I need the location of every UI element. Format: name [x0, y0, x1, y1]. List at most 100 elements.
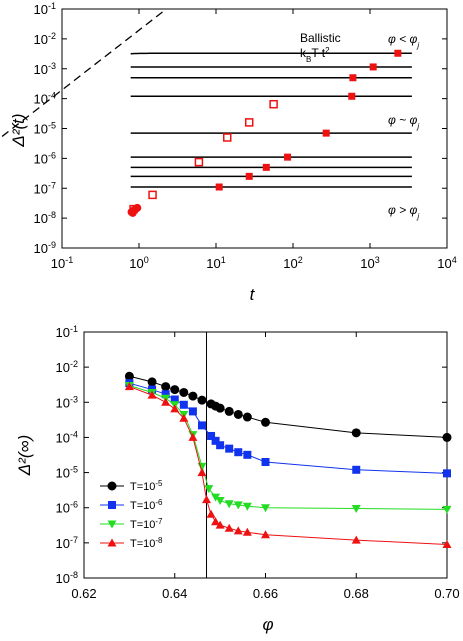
- series-point: [215, 497, 225, 506]
- series-point: [170, 404, 180, 413]
- series-point: [215, 520, 225, 529]
- bottom-x-axis-title: φ: [262, 615, 273, 634]
- msd-curve: [130, 129, 412, 137]
- annotation-phi-similar: φ ~ φj: [388, 113, 419, 131]
- series-point: [242, 412, 252, 422]
- legend-entry: T=10-6: [100, 498, 163, 513]
- bottom-y-tick-label: 10-7: [56, 535, 78, 551]
- open-marker: [244, 118, 254, 127]
- series-triangle-down: [124, 382, 452, 514]
- annotation-ballistic: Ballistic: [300, 31, 341, 45]
- bottom-x-tick-label: 0.68: [344, 586, 369, 601]
- top-x-tick-label: 104: [437, 255, 456, 271]
- series-point: [443, 469, 451, 478]
- top-x-tick-label: 103: [360, 255, 379, 271]
- series-point: [242, 502, 252, 511]
- series-point: [234, 448, 243, 457]
- msd-curve-marker: [369, 63, 377, 71]
- series-point: [206, 509, 216, 518]
- msd-curve: [130, 183, 412, 191]
- msd-curve-marker: [245, 172, 253, 180]
- legend-entry: T=10-5: [100, 479, 163, 493]
- series-triangle-up: [124, 382, 452, 548]
- series-point: [124, 382, 134, 391]
- open-marker: [269, 99, 278, 109]
- top-x-tick-label: 10-1: [51, 255, 73, 271]
- legend-marker: [107, 481, 117, 491]
- top-y-tick-label: 10-4: [34, 91, 56, 107]
- series-point: [224, 406, 234, 416]
- bottom-y-tick-label: 10-3: [56, 394, 78, 410]
- msd-curve: [130, 74, 412, 82]
- msd-curve: [130, 163, 412, 171]
- bottom-x-tick-label: 0.62: [71, 586, 96, 601]
- msd-curve: [130, 63, 412, 71]
- legend-marker: [107, 538, 117, 547]
- series-point: [243, 450, 252, 459]
- series-point: [197, 421, 206, 430]
- annotation-phi-less: φ < φj: [388, 32, 419, 50]
- series-point: [188, 432, 198, 441]
- series-point: [225, 444, 234, 453]
- legend-entry: T=10-7: [100, 517, 163, 532]
- series-point: [211, 493, 221, 502]
- series-point: [351, 504, 361, 513]
- series-point: [204, 485, 214, 494]
- msd-curve-marker: [215, 183, 223, 191]
- start-cluster-marker: [133, 203, 142, 212]
- series-point: [242, 527, 252, 536]
- top-y-tick-label: 10-2: [34, 31, 56, 47]
- top-y-axis-title: Δ²(t): [9, 113, 28, 147]
- top-x-axis-title: t: [250, 285, 256, 304]
- bottom-x-tick-label: 0.64: [162, 586, 187, 601]
- legend-marker: [107, 520, 117, 529]
- bottom-y-axis-title: Δ²(∞): [15, 435, 34, 477]
- series-point: [261, 457, 270, 466]
- series-point: [233, 526, 243, 535]
- series-point: [202, 495, 212, 504]
- msd-curve: [130, 172, 412, 180]
- series-point: [261, 530, 270, 539]
- series-point: [124, 371, 134, 381]
- series-point: [224, 500, 234, 509]
- legend-marker: [108, 501, 116, 509]
- series-point: [207, 431, 216, 440]
- top-x-tick-label: 102: [283, 255, 302, 271]
- series-point: [224, 523, 234, 532]
- msd-curve-marker: [394, 49, 402, 57]
- bottom-y-tick-label: 10-1: [56, 324, 78, 340]
- top-y-tick-label: 10-6: [34, 150, 56, 166]
- top-x-tick-label: 100: [129, 255, 148, 271]
- open-marker: [223, 133, 232, 142]
- series-point: [170, 385, 180, 395]
- top-x-tick-label: 101: [206, 255, 225, 271]
- series-point: [261, 504, 270, 513]
- series-circle: [124, 371, 452, 442]
- series-point: [233, 501, 243, 510]
- top-y-tick-label: 10-8: [34, 210, 56, 226]
- legend-label: T=10-6: [130, 498, 163, 513]
- msd-curve-marker: [349, 74, 357, 82]
- series-point: [211, 436, 220, 445]
- bottom-y-tick-label: 10-4: [56, 429, 78, 445]
- series-point: [197, 395, 207, 405]
- series-point: [161, 382, 171, 392]
- msd-curve-marker: [284, 153, 292, 161]
- bottom-y-tick-label: 10-6: [56, 500, 78, 516]
- msd-curve: [130, 153, 412, 161]
- open-marker: [148, 190, 157, 200]
- msd-curve: [130, 49, 412, 57]
- msd-curve: [130, 92, 412, 100]
- series-point: [216, 441, 225, 450]
- msd-curve-marker: [262, 163, 270, 171]
- bottom-x-tick-label: 0.70: [434, 586, 459, 601]
- legend-label: T=10-7: [130, 517, 163, 532]
- series-line: [129, 385, 448, 510]
- top-y-tick-label: 10-3: [34, 61, 56, 77]
- series-point: [188, 391, 198, 401]
- series-point: [161, 397, 171, 406]
- series-point: [352, 465, 361, 474]
- series-point: [161, 390, 170, 399]
- msd-curve-marker: [322, 129, 330, 137]
- series-point: [351, 428, 361, 438]
